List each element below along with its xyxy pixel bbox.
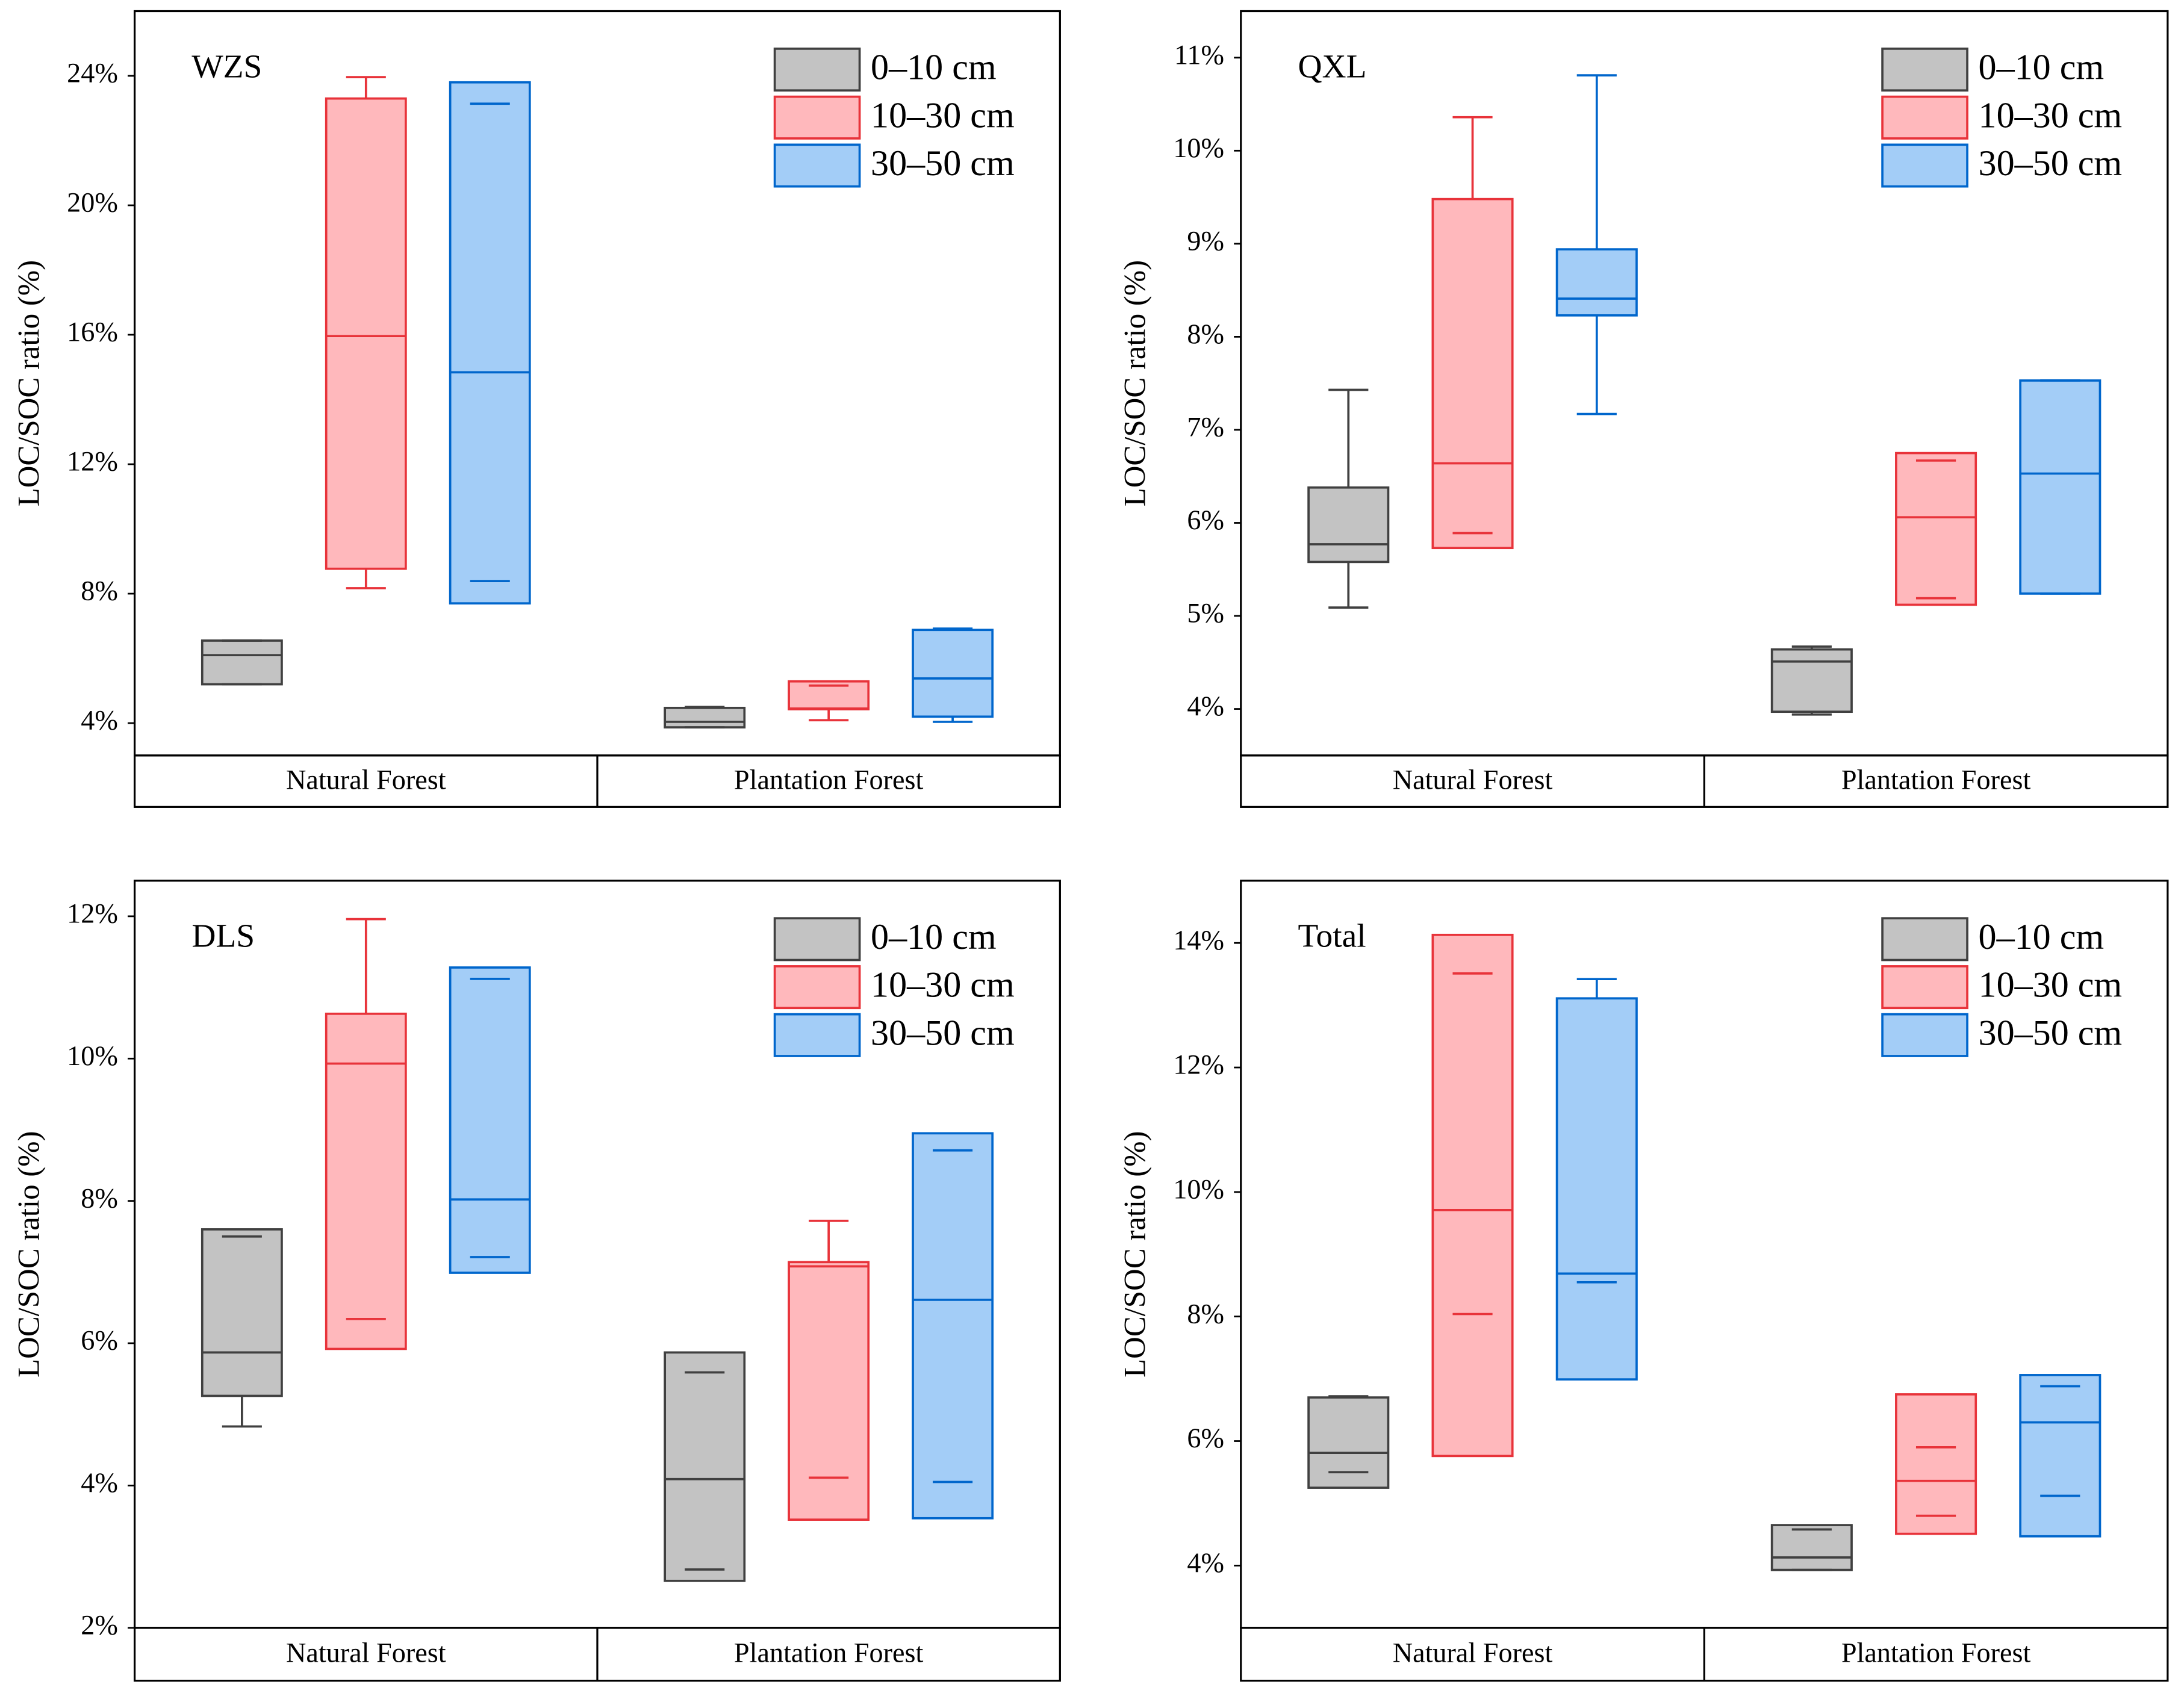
legend-label: 30–50 cm (1979, 1012, 2123, 1052)
box (1307, 486, 1390, 564)
y-tick-label: 4% (81, 705, 118, 736)
category-label: Natural Forest (286, 1638, 446, 1668)
box (1555, 248, 1638, 317)
legend-label: 30–50 cm (871, 1012, 1015, 1052)
box (2019, 379, 2102, 595)
legend-label: 0–10 cm (871, 47, 997, 87)
y-tick-label: 5% (1187, 598, 1224, 629)
category-label: Plantation Forest (734, 1638, 924, 1668)
box (664, 1351, 746, 1582)
legend-swatch (773, 95, 861, 140)
box (664, 706, 746, 728)
y-tick-label: 4% (81, 1467, 118, 1498)
y-tick-label: 16% (67, 317, 118, 347)
y-axis-label: LOC/SOC ratio (%) (11, 1131, 45, 1378)
y-tick-label: 8% (1187, 318, 1224, 349)
category-frame (133, 1627, 1061, 1682)
y-tick-label: 8% (81, 576, 118, 606)
y-tick-label: 10% (67, 1040, 118, 1071)
category-label: Plantation Forest (1841, 764, 2031, 795)
legend-swatch (773, 48, 861, 92)
y-tick-label: 4% (1187, 1547, 1224, 1578)
box (1555, 997, 1638, 1381)
legend-label: 30–50 cm (871, 143, 1015, 183)
y-tick-label: 4% (1187, 691, 1224, 721)
category-frame (1240, 1627, 2169, 1682)
y-tick-label: 11% (1174, 39, 1224, 70)
legend-label: 0–10 cm (1979, 916, 2105, 957)
legend-swatch (1881, 48, 1968, 92)
legend-swatch (1881, 95, 1968, 140)
box (1431, 197, 1514, 550)
box (449, 81, 531, 605)
panel: LOC/SOC ratio (%) 2% 4% 6% 8% 10% 12% Natural F… (11, 880, 1061, 1682)
panel: LOC/SOC ratio (%) 4% 8% 12% 16% 20% 24% Natural… (11, 10, 1061, 808)
category-label: Natural Forest (1393, 764, 1553, 795)
panel-title: QXL (1298, 48, 1367, 84)
y-tick-label: 6% (1187, 1423, 1224, 1453)
y-tick-label: 10% (1173, 132, 1224, 163)
y-tick-label: 24% (67, 58, 118, 89)
legend-label: 10–30 cm (1979, 95, 2123, 135)
y-tick-label: 8% (1187, 1298, 1224, 1329)
category-frame (1240, 754, 2169, 808)
y-axis-label: LOC/SOC ratio (%) (1118, 1131, 1151, 1378)
category-label: Plantation Forest (734, 764, 924, 795)
y-tick-label: 8% (81, 1182, 118, 1213)
box (2019, 1374, 2102, 1538)
y-tick-label: 20% (67, 187, 118, 218)
legend-label: 10–30 cm (871, 964, 1015, 1005)
y-axis-label: LOC/SOC ratio (%) (1118, 260, 1151, 506)
box (1770, 1524, 1853, 1571)
panel-title: Total (1298, 918, 1366, 954)
box (1770, 648, 1853, 713)
category-label: Natural Forest (1393, 1638, 1553, 1668)
panel-title: DLS (191, 918, 255, 954)
box (1307, 1396, 1390, 1489)
legend-swatch (1881, 965, 1968, 1010)
panel-title: WZS (191, 48, 262, 84)
box (1895, 1393, 1977, 1535)
panel: LOC/SOC ratio (%) 4% 6% 8% 10% 12% 14% Natural … (1118, 880, 2169, 1682)
y-tick-label: 12% (1173, 1049, 1224, 1080)
y-tick-label: 10% (1173, 1173, 1224, 1204)
legend-swatch (1881, 1013, 1968, 1057)
box (325, 1012, 407, 1350)
y-tick-label: 9% (1187, 225, 1224, 256)
box (788, 1261, 870, 1521)
y-tick-label: 12% (67, 446, 118, 477)
y-tick-label: 12% (67, 898, 118, 929)
legend-label: 0–10 cm (1979, 47, 2105, 87)
box (1895, 452, 1977, 606)
y-tick-label: 7% (1187, 412, 1224, 443)
legend-swatch (1881, 143, 1968, 188)
y-tick-label: 6% (1187, 505, 1224, 535)
y-tick-label: 14% (1173, 925, 1224, 955)
box (201, 1228, 283, 1397)
y-tick-label: 6% (81, 1325, 118, 1356)
category-label: Plantation Forest (1841, 1638, 2031, 1668)
category-frame (133, 754, 1061, 808)
box (912, 1132, 994, 1520)
box (449, 966, 531, 1274)
box (325, 97, 407, 570)
category-label: Natural Forest (286, 764, 446, 795)
legend-swatch (1881, 917, 1968, 961)
box (788, 680, 870, 710)
box (912, 629, 994, 718)
legend-label: 0–10 cm (871, 916, 997, 957)
y-tick-label: 2% (81, 1609, 118, 1640)
legend-label: 10–30 cm (1979, 964, 2123, 1005)
box (1431, 933, 1514, 1458)
y-axis-label: LOC/SOC ratio (%) (11, 260, 45, 506)
legend-label: 30–50 cm (1979, 143, 2123, 183)
legend-swatch (773, 965, 861, 1010)
panel: LOC/SOC ratio (%) 4% 5% 6% 7% 8% 9% 10% 11% Natur… (1118, 10, 2169, 808)
legend-swatch (773, 917, 861, 961)
legend-swatch (773, 1013, 861, 1057)
legend-swatch (773, 143, 861, 188)
legend-label: 10–30 cm (871, 95, 1015, 135)
box (201, 639, 283, 686)
